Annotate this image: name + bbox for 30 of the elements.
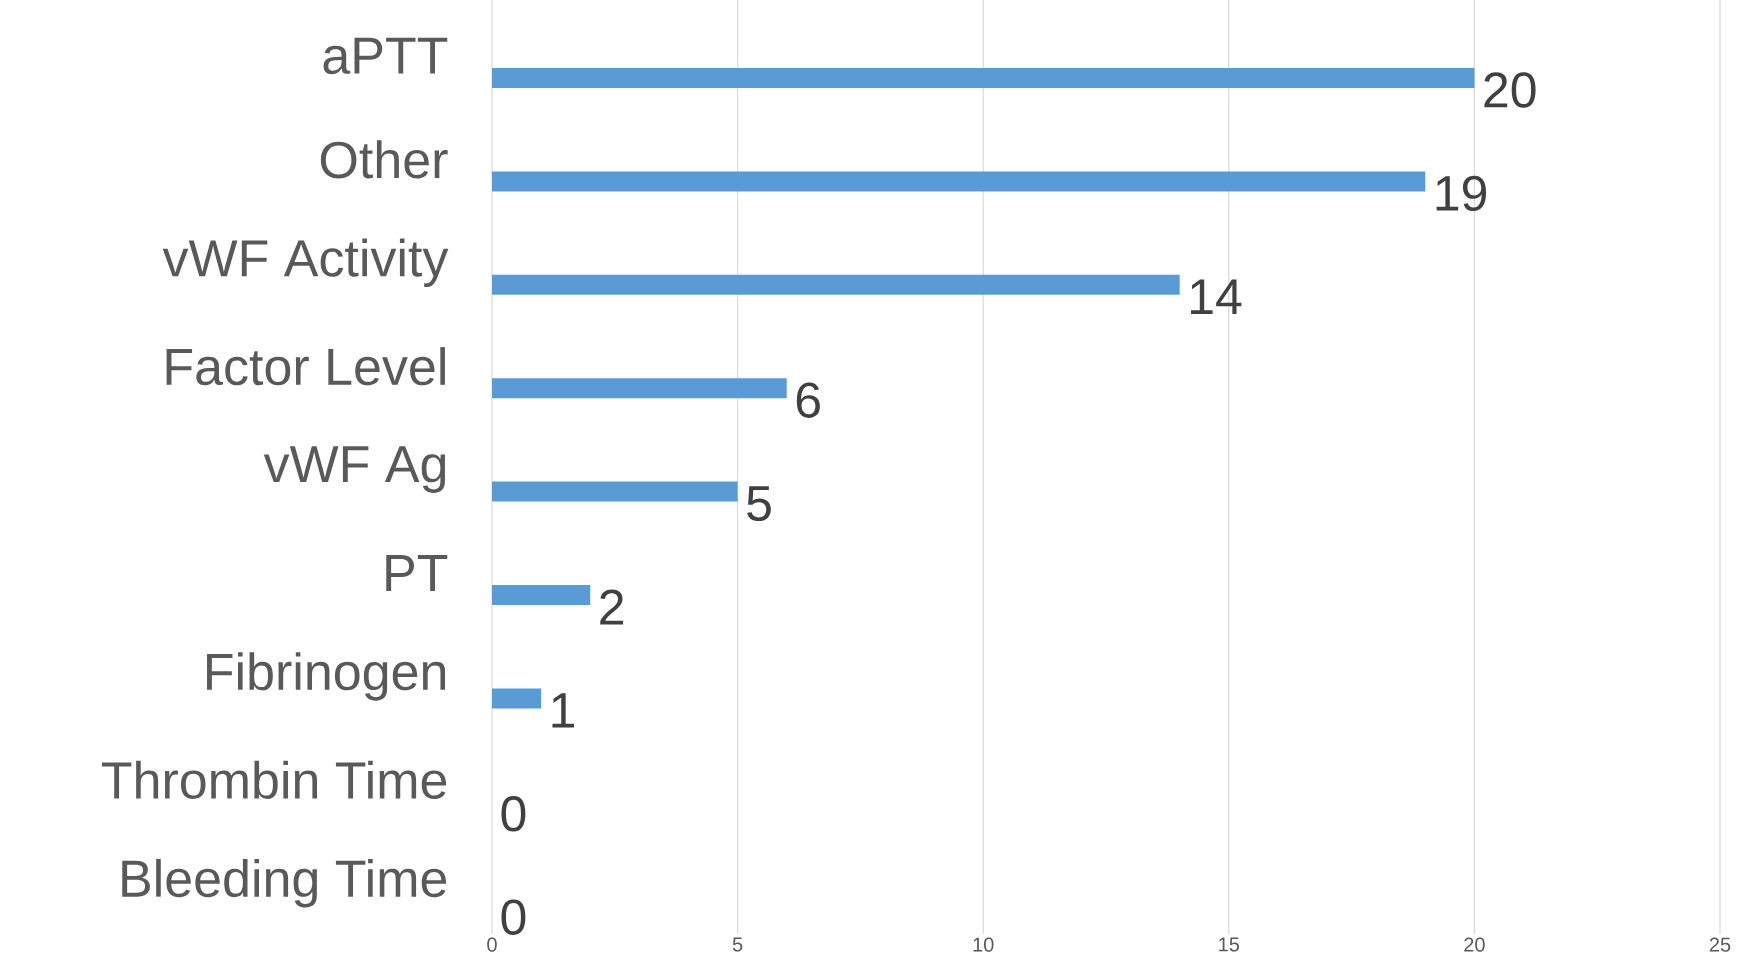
x-tick-label: 10 xyxy=(973,937,994,952)
bar xyxy=(492,378,787,399)
y-tick-label: Factor Level xyxy=(166,347,445,386)
y-tick-label: vWF Ag xyxy=(263,446,446,493)
x-tick-label: 20 xyxy=(1464,937,1485,952)
y-tick-label: vWF Activity xyxy=(162,238,449,288)
y-tick-label: PT xyxy=(386,555,448,591)
bar xyxy=(492,171,1426,192)
x-tick-label: 25 xyxy=(1709,937,1731,952)
data-label: 5 xyxy=(747,486,771,522)
y-tick-label: Bleeding Time xyxy=(122,858,447,908)
y-tick-label: Fibrinogen xyxy=(207,652,446,701)
bar xyxy=(492,688,542,709)
x-tick-label: 15 xyxy=(1219,937,1240,952)
data-label: 6 xyxy=(796,382,820,418)
bar xyxy=(492,584,591,605)
bar xyxy=(492,67,1475,88)
y-tick-label: Other xyxy=(320,140,448,179)
x-tick-label: 5 xyxy=(732,937,743,952)
data-label: 14 xyxy=(1191,279,1242,314)
bar xyxy=(492,274,1180,295)
y-tick-label: Thrombin Time xyxy=(101,760,447,799)
data-label: 1 xyxy=(552,693,575,728)
data-label: 2 xyxy=(600,589,624,625)
data-label: 0 xyxy=(501,796,526,832)
y-tick-label: aPTT xyxy=(323,37,448,75)
bar xyxy=(492,481,738,502)
x-tick-label: 0 xyxy=(487,937,497,952)
data-label: 20 xyxy=(1484,72,1536,108)
data-label: 19 xyxy=(1436,175,1487,212)
